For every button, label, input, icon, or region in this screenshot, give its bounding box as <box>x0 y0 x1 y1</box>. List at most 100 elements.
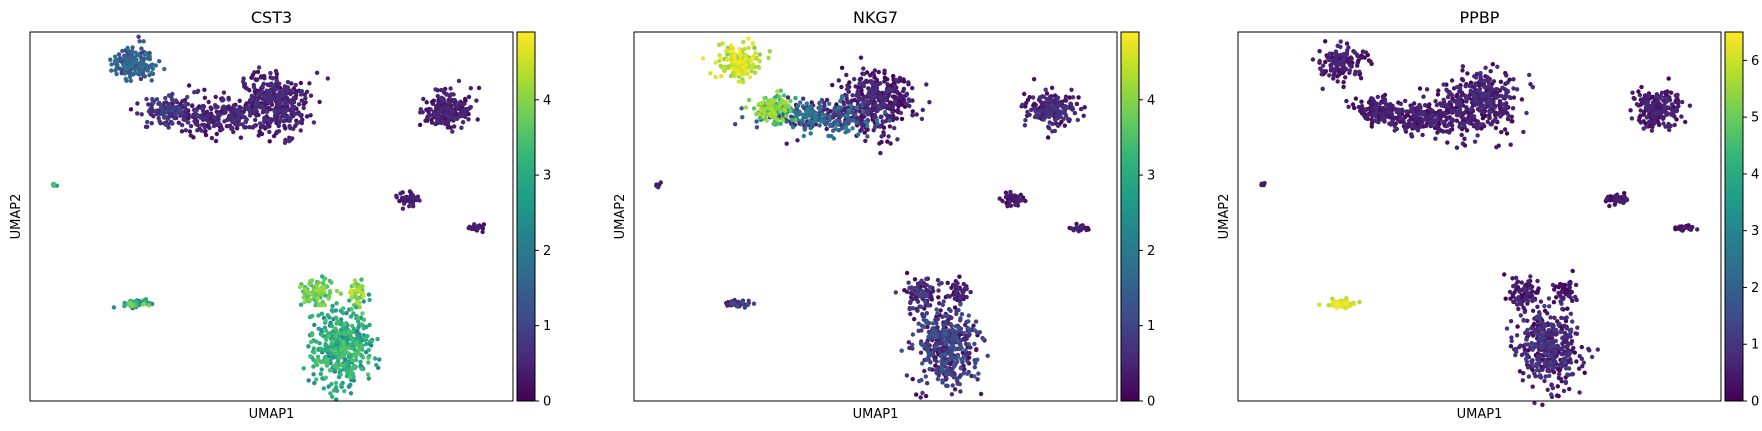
scatter-point <box>1632 96 1637 102</box>
scatter-point <box>476 85 482 91</box>
scatter-point <box>144 51 149 56</box>
scatter-point <box>1513 296 1519 301</box>
scatter-point <box>656 185 661 190</box>
scatter-point <box>852 76 857 82</box>
scatter-point <box>879 134 884 139</box>
scatter-point <box>760 100 765 106</box>
scatter-point <box>287 124 292 129</box>
scatter-point <box>819 119 824 124</box>
scatter-point <box>1516 306 1521 312</box>
scatter-point <box>731 300 736 305</box>
scatter-point <box>822 103 827 109</box>
scatter-point <box>918 395 923 400</box>
scatter-point <box>822 113 827 118</box>
scatter-point <box>924 357 929 363</box>
scatter-point <box>910 85 915 91</box>
scatter-point <box>922 299 928 304</box>
scatter-point <box>1446 104 1451 109</box>
scatter-point <box>149 70 154 76</box>
colorbar-tick-label: 3 <box>543 169 551 184</box>
scatter-point <box>1355 63 1360 68</box>
scatter-point <box>878 114 883 120</box>
scatter-point <box>314 359 319 364</box>
scatter-point <box>375 336 380 342</box>
scatter-point <box>438 110 443 115</box>
scatter-point <box>253 110 258 115</box>
scatter-point <box>319 346 324 351</box>
scatter-point <box>262 76 267 81</box>
scatter-point <box>955 354 960 360</box>
scatter-point <box>1043 87 1048 92</box>
scatter-point <box>757 58 762 63</box>
scatter-point <box>421 96 426 102</box>
scatter-point <box>216 111 221 117</box>
scatter-point <box>329 381 334 387</box>
scatter-point <box>193 121 198 127</box>
scatter-point <box>1695 227 1700 232</box>
scatter-point <box>944 376 949 381</box>
scatter-point <box>366 376 371 381</box>
scatter-point <box>1037 95 1043 100</box>
scatter-point <box>743 69 749 74</box>
scatter-point <box>904 91 910 97</box>
scatter-point <box>162 115 167 120</box>
scatter-point <box>290 106 295 111</box>
scatter-point <box>890 109 895 115</box>
scatter-point <box>1538 299 1544 304</box>
scatter-point <box>433 112 439 117</box>
scatter-point <box>1415 128 1421 133</box>
scatter-point <box>1328 66 1334 71</box>
scatter-point <box>973 319 979 324</box>
scatter-point <box>1508 344 1514 349</box>
scatter-point <box>328 391 333 396</box>
scatter-point <box>961 289 966 294</box>
scatter-point <box>1428 107 1434 113</box>
scatter-point <box>1347 63 1353 68</box>
scatter-point <box>839 94 845 99</box>
scatter-point <box>1047 120 1052 125</box>
scatter-point <box>208 105 213 110</box>
scatter-point <box>1620 200 1625 205</box>
scatter-point <box>1657 102 1663 107</box>
scatter-point <box>173 98 179 103</box>
scatter-point <box>873 125 878 130</box>
scatter-point <box>804 101 809 106</box>
scatter-point <box>183 107 189 112</box>
scatter-point <box>893 290 898 295</box>
scatter-point <box>323 342 328 347</box>
scatter-point <box>298 80 304 86</box>
scatter-point <box>329 323 335 329</box>
scatter-point <box>364 341 369 347</box>
scatter-point <box>795 103 801 109</box>
scatter-point <box>301 295 306 300</box>
scatter-point <box>139 112 144 117</box>
scatter-point <box>213 138 219 144</box>
scatter-point <box>206 99 211 105</box>
scatter-point <box>311 120 317 125</box>
scatter-point <box>129 303 134 308</box>
scatter-point <box>920 390 925 396</box>
scatter-point <box>888 141 893 146</box>
scatter-point <box>1628 108 1633 113</box>
scatter-point <box>1517 298 1523 304</box>
scatter-point <box>1646 119 1652 125</box>
scatter-point <box>781 93 787 98</box>
scatter-point <box>1675 92 1680 98</box>
scatter-point <box>1650 104 1655 109</box>
scatter-point <box>317 341 322 346</box>
scatter-point <box>321 288 327 293</box>
scatter-point <box>901 88 906 94</box>
scatter-point <box>751 301 757 306</box>
scatter-point <box>1418 104 1423 110</box>
scatter-point <box>1460 64 1466 69</box>
scatter-point <box>330 339 336 344</box>
scatter-point <box>109 62 114 67</box>
scatter-point <box>1403 127 1408 132</box>
scatter-points <box>50 34 487 402</box>
scatter-point <box>1682 224 1687 230</box>
scatter-point <box>348 391 354 396</box>
scatter-point <box>132 70 138 76</box>
scatter-point <box>252 70 257 75</box>
scatter-point <box>1525 290 1530 296</box>
